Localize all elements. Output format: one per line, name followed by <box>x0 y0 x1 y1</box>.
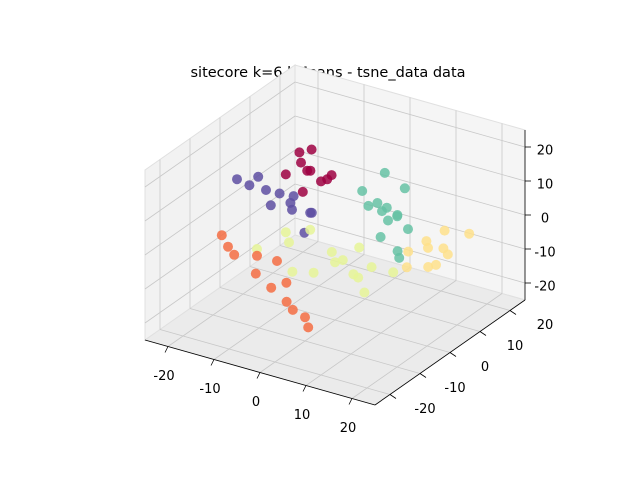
y-tick-label: 10 <box>507 339 524 354</box>
point <box>379 167 390 178</box>
point <box>375 232 386 242</box>
point <box>401 262 412 273</box>
point <box>250 268 261 279</box>
point <box>272 256 282 266</box>
grid-line <box>294 183 526 250</box>
point <box>366 262 377 273</box>
point <box>288 191 299 202</box>
point <box>439 225 450 236</box>
point <box>308 267 319 278</box>
point <box>392 210 403 220</box>
point <box>252 250 262 261</box>
point <box>266 282 277 293</box>
grid-line <box>144 81 296 188</box>
point <box>330 257 340 268</box>
point <box>261 185 271 195</box>
tick-mark <box>389 394 397 399</box>
point <box>306 144 317 155</box>
grid-line <box>189 308 421 374</box>
x-tick-label: 20 <box>340 421 357 436</box>
y-tick-label: 0 <box>481 360 489 375</box>
z-tick-label: 0 <box>541 212 549 227</box>
point <box>372 198 383 208</box>
point <box>280 227 291 238</box>
point <box>357 186 368 196</box>
point <box>399 183 410 194</box>
point <box>363 200 374 211</box>
point <box>280 169 291 180</box>
point <box>300 312 310 323</box>
point <box>464 228 475 239</box>
point <box>296 157 306 168</box>
point <box>284 237 294 248</box>
point <box>294 147 305 158</box>
z-tick-label: -10 <box>534 246 555 261</box>
x-tick-label: 10 <box>294 408 311 423</box>
point <box>394 252 405 263</box>
point <box>223 241 233 252</box>
z-tick-label: -20 <box>534 280 555 295</box>
tick-mark <box>348 398 353 405</box>
grid-line <box>159 329 391 395</box>
point <box>388 267 399 278</box>
tick-mark <box>419 373 427 378</box>
y-tick-label: -20 <box>414 402 435 417</box>
x-tick-label: -10 <box>199 382 220 397</box>
point <box>281 277 292 288</box>
point <box>337 255 348 266</box>
grid-line <box>249 266 481 332</box>
grid-line <box>219 287 451 353</box>
tick-mark <box>479 331 487 336</box>
point <box>265 200 276 211</box>
grid-line <box>294 149 526 216</box>
y-tick-label: -10 <box>444 381 465 396</box>
point <box>442 249 453 260</box>
tick-mark <box>256 372 261 379</box>
point <box>232 174 242 185</box>
point <box>381 202 392 213</box>
point <box>305 224 316 235</box>
grid-line <box>144 149 296 256</box>
point <box>253 171 264 182</box>
point <box>403 246 414 257</box>
point <box>305 165 316 176</box>
tick-mark <box>302 385 307 392</box>
point <box>431 259 441 270</box>
grid-line <box>279 245 511 311</box>
z-tick-label: 20 <box>537 144 554 159</box>
point <box>287 266 298 277</box>
grid-line <box>144 115 296 222</box>
point <box>322 174 333 185</box>
point <box>403 224 413 235</box>
point <box>287 304 298 315</box>
point <box>348 269 359 280</box>
point <box>303 322 314 333</box>
point <box>354 242 365 253</box>
x-tick-label: -20 <box>153 369 174 384</box>
point <box>281 296 292 307</box>
point <box>216 230 227 241</box>
point <box>297 186 308 197</box>
grid-line <box>144 217 296 324</box>
tick-mark <box>210 359 215 366</box>
grid-line <box>294 81 526 148</box>
grid-line <box>294 115 526 182</box>
y-tick-label: 20 <box>537 318 554 333</box>
point <box>244 180 255 191</box>
point <box>229 249 240 260</box>
point <box>326 247 337 257</box>
point <box>359 287 370 298</box>
z-tick-label: 10 <box>537 178 554 193</box>
point <box>383 215 393 226</box>
chart-title: sitecore k=6 kMeans - tsne_data data <box>190 65 465 81</box>
point <box>306 207 317 218</box>
point <box>423 262 434 272</box>
point <box>274 188 285 199</box>
x-tick-label: 0 <box>252 395 260 410</box>
tick-mark <box>449 352 457 357</box>
point <box>423 242 433 253</box>
tick-mark <box>509 310 517 315</box>
tick-mark <box>164 346 169 353</box>
